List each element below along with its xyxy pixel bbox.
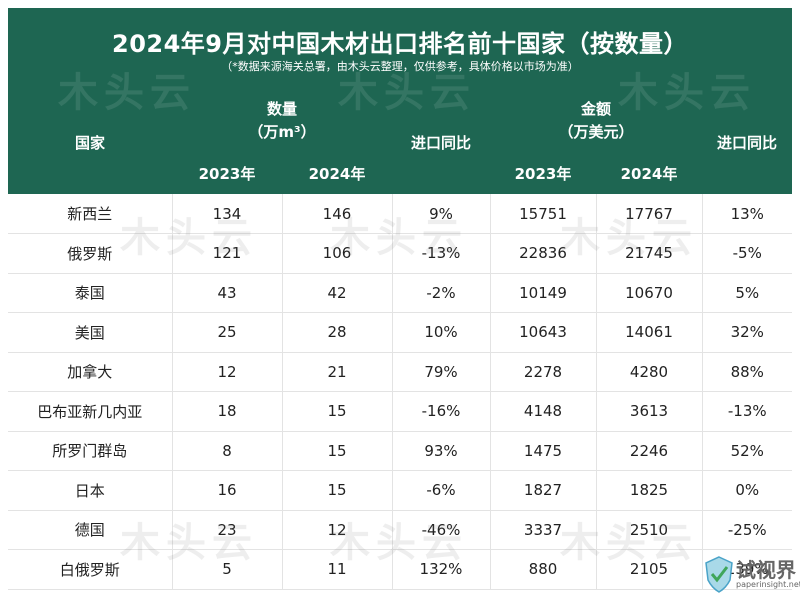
amount-yoy-cell: 52% [702,431,792,471]
amount-yoy-cell: 32% [702,312,792,353]
quantity-2023-cell: 16 [172,470,283,511]
quantity-2024-cell: 15 [282,470,393,511]
header-amount: 金额 [580,100,611,118]
quantity-yoy-cell: -6% [392,470,491,511]
amount-2023-cell: 22836 [490,233,597,274]
quantity-2024-cell: 12 [282,510,393,550]
quantity-2024-cell: 42 [282,273,393,313]
amount-yoy-cell: 88% [702,352,792,392]
quantity-yoy-cell: -46% [392,510,491,550]
header-quantity-2023: 2023年 [198,165,256,183]
country-cell: 德国 [8,510,173,550]
quantity-2024-cell: 15 [282,391,393,432]
country-cell: 巴布亚新几内亚 [8,391,173,432]
quantity-2023-cell: 134 [172,194,283,234]
amount-2023-cell: 880 [490,549,597,590]
amount-2024-cell: 2246 [596,431,703,471]
quantity-yoy-cell: 93% [392,431,491,471]
amount-yoy-cell: 0% [702,470,792,511]
amount-2023-cell: 4148 [490,391,597,432]
quantity-2024-cell: 11 [282,549,393,590]
amount-2023-cell: 3337 [490,510,597,550]
table-row: 加拿大 12 21 79% 2278 4280 88% [8,352,792,392]
quantity-yoy-cell: 79% [392,352,491,392]
quantity-yoy-cell: 9% [392,194,491,234]
quantity-2023-cell: 5 [172,549,283,590]
amount-2024-cell: 14061 [596,312,703,353]
quantity-2024-cell: 28 [282,312,393,353]
quantity-yoy-cell: 10% [392,312,491,353]
amount-2023-cell: 10149 [490,273,597,313]
table-row: 泰国 43 42 -2% 10149 10670 5% [8,273,792,313]
amount-2024-cell: 21745 [596,233,703,274]
country-cell: 新西兰 [8,194,173,234]
amount-2023-cell: 2278 [490,352,597,392]
header-amount-unit: （万美元） [558,123,634,141]
table-row: 俄罗斯 121 106 -13% 22836 21745 -5% [8,233,792,274]
header-amount-yoy: 进口同比 [716,134,777,152]
quantity-2023-cell: 43 [172,273,283,313]
amount-2024-cell: 2510 [596,510,703,550]
header-quantity-unit: （万m³） [248,123,316,141]
amount-yoy-cell: -5% [702,233,792,274]
country-cell: 白俄罗斯 [8,549,173,590]
quantity-2023-cell: 18 [172,391,283,432]
page-subtitle: （*数据来源海关总署，由木头云整理，仅供参考，具体价格以市场为准） [221,60,579,73]
amount-2023-cell: 1475 [490,431,597,471]
quantity-2024-cell: 146 [282,194,393,234]
country-cell: 俄罗斯 [8,233,173,274]
header-quantity-yoy: 进口同比 [410,134,471,152]
header-quantity-2024: 2024年 [308,165,366,183]
page-title: 2024年9月对中国木材出口排名前十国家（按数量） [112,30,688,58]
table-row: 日本 16 15 -6% 1827 1825 0% [8,470,792,511]
country-cell: 泰国 [8,273,173,313]
shield-logo-icon [705,556,733,593]
quantity-yoy-cell: -2% [392,273,491,313]
quantity-yoy-cell: 132% [392,549,491,590]
quantity-2023-cell: 25 [172,312,283,353]
data-table: 新西兰 134 146 9% 15751 17767 13% 俄罗斯 121 106 -13% 228… [8,194,792,590]
country-cell: 所罗门群岛 [8,431,173,471]
table-row: 德国 23 12 -46% 3337 2510 -25% [8,510,792,550]
amount-2024-cell: 17767 [596,194,703,234]
header-quantity: 数量 [266,100,297,118]
country-cell: 加拿大 [8,352,173,392]
table-row: 白俄罗斯 5 11 132% 880 2105 139% [8,549,792,590]
amount-2024-cell: 4280 [596,352,703,392]
amount-2024-cell: 10670 [596,273,703,313]
quantity-2024-cell: 21 [282,352,393,392]
amount-yoy-cell: 5% [702,273,792,313]
country-cell: 美国 [8,312,173,353]
amount-yoy-cell: -25% [702,510,792,550]
site-logo: 试视界 paperinsight.net [700,552,800,595]
quantity-2024-cell: 15 [282,431,393,471]
header-country: 国家 [74,134,105,152]
quantity-2024-cell: 106 [282,233,393,274]
table-row: 新西兰 134 146 9% 15751 17767 13% [8,194,792,234]
country-cell: 日本 [8,470,173,511]
logo-url: paperinsight.net [736,580,800,589]
table-row: 所罗门群岛 8 15 93% 1475 2246 52% [8,431,792,471]
quantity-2023-cell: 121 [172,233,283,274]
quantity-2023-cell: 12 [172,352,283,392]
amount-2023-cell: 10643 [490,312,597,353]
amount-2024-cell: 3613 [596,391,703,432]
quantity-yoy-cell: -16% [392,391,491,432]
header-amount-2023: 2023年 [514,165,572,183]
amount-yoy-cell: -13% [702,391,792,432]
amount-yoy-cell: 13% [702,194,792,234]
logo-text: 试视界 [736,558,796,582]
table-row: 美国 25 28 10% 10643 14061 32% [8,312,792,353]
quantity-2023-cell: 8 [172,431,283,471]
amount-2024-cell: 1825 [596,470,703,511]
table-header: 2024年9月对中国木材出口排名前十国家（按数量） （*数据来源海关总署，由木头… [8,8,792,194]
table-row: 巴布亚新几内亚 18 15 -16% 4148 3613 -13% [8,391,792,432]
amount-2023-cell: 1827 [490,470,597,511]
quantity-2023-cell: 23 [172,510,283,550]
quantity-yoy-cell: -13% [392,233,491,274]
header-amount-2024: 2024年 [620,165,678,183]
amount-2023-cell: 15751 [490,194,597,234]
amount-2024-cell: 2105 [596,549,703,590]
